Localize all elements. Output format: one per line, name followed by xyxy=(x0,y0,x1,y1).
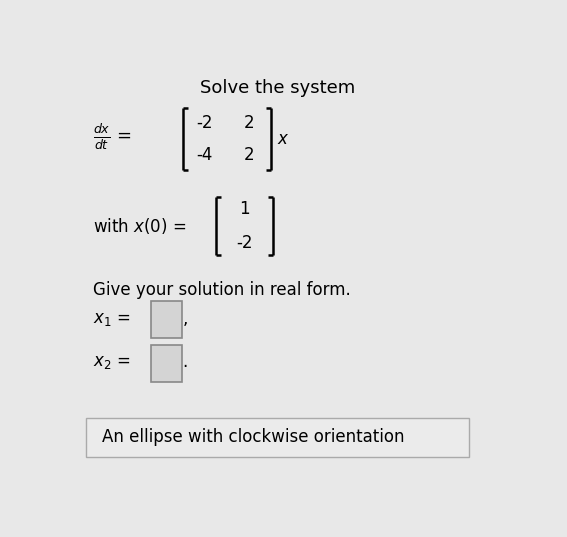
Text: $x_2$ =: $x_2$ = xyxy=(93,353,130,371)
FancyBboxPatch shape xyxy=(86,418,468,458)
Text: with $x(0)$ =: with $x(0)$ = xyxy=(93,216,186,236)
Text: An ellipse with clockwise orientation: An ellipse with clockwise orientation xyxy=(101,429,404,446)
Text: 2: 2 xyxy=(244,114,254,132)
FancyBboxPatch shape xyxy=(151,301,181,338)
Text: -2: -2 xyxy=(236,234,253,252)
Text: Solve the system: Solve the system xyxy=(200,79,355,97)
Text: -4: -4 xyxy=(197,146,213,164)
Text: 2: 2 xyxy=(244,146,254,164)
Text: Give your solution in real form.: Give your solution in real form. xyxy=(93,281,350,299)
Text: $x_1$ =: $x_1$ = xyxy=(93,310,130,328)
Text: 1: 1 xyxy=(239,200,249,218)
Text: .: . xyxy=(183,353,188,371)
Text: ,: , xyxy=(183,310,188,328)
Text: $x$: $x$ xyxy=(277,130,289,148)
FancyBboxPatch shape xyxy=(151,345,181,382)
Text: $\frac{dx}{dt}$ =: $\frac{dx}{dt}$ = xyxy=(93,122,132,151)
Text: -2: -2 xyxy=(197,114,213,132)
